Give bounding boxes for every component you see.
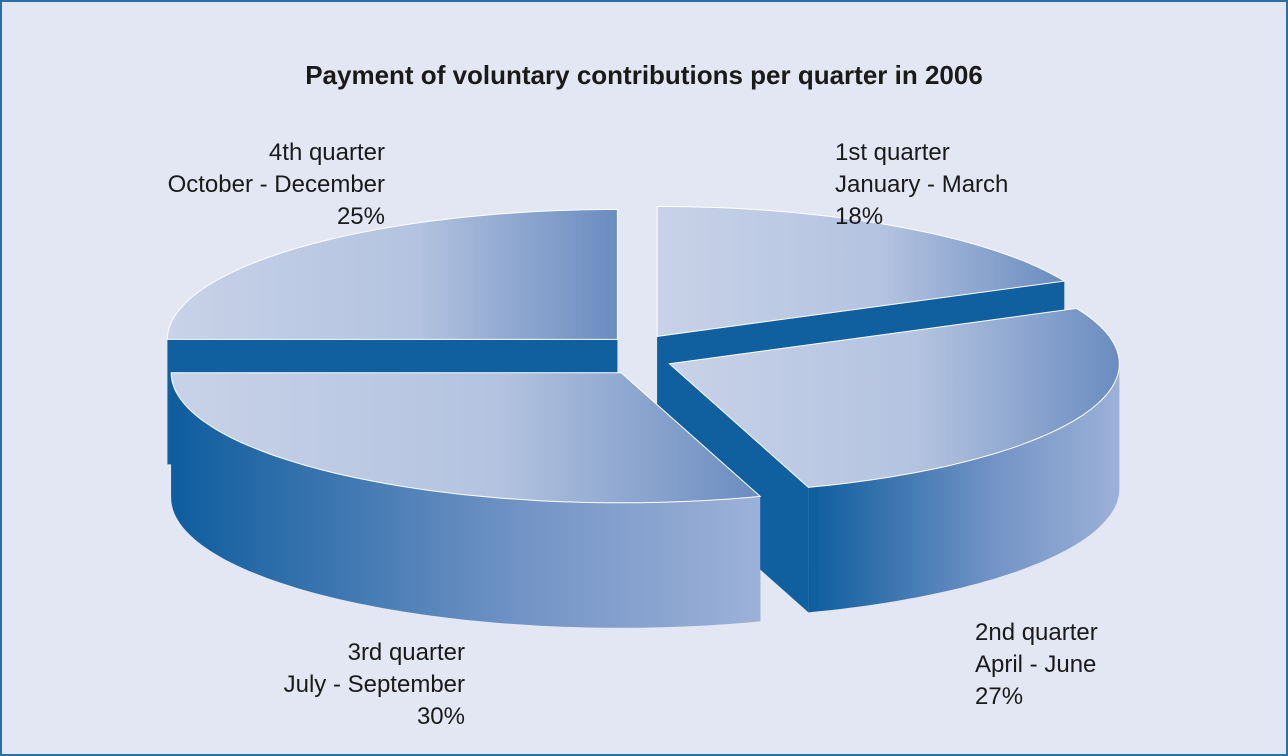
- slice-period: July - September: [284, 671, 465, 698]
- slice-outer-wall: [808, 363, 1120, 613]
- slice-label: 2nd quarter: [975, 619, 1098, 646]
- slice-label: 1st quarter: [835, 139, 950, 166]
- slice-value-label: 27%: [975, 683, 1023, 710]
- slice-period: October - December: [168, 171, 385, 198]
- slice-period: January - March: [835, 171, 1008, 198]
- slice-value-label: 30%: [417, 703, 465, 730]
- slice-period: April - June: [975, 651, 1096, 678]
- slice-label: 3rd quarter: [348, 639, 465, 666]
- slice-label: 4th quarter: [269, 139, 385, 166]
- slice: [170, 372, 762, 628]
- slice-top: [656, 205, 1066, 337]
- slice-outer-wall: [171, 372, 761, 628]
- slice-top: [668, 307, 1120, 488]
- slice-top: [166, 208, 618, 340]
- slice-value-label: 18%: [835, 203, 883, 230]
- chart-title: Payment of voluntary contributions per q…: [305, 60, 983, 90]
- slice-value-label: 25%: [337, 203, 385, 230]
- slice-top: [170, 372, 762, 504]
